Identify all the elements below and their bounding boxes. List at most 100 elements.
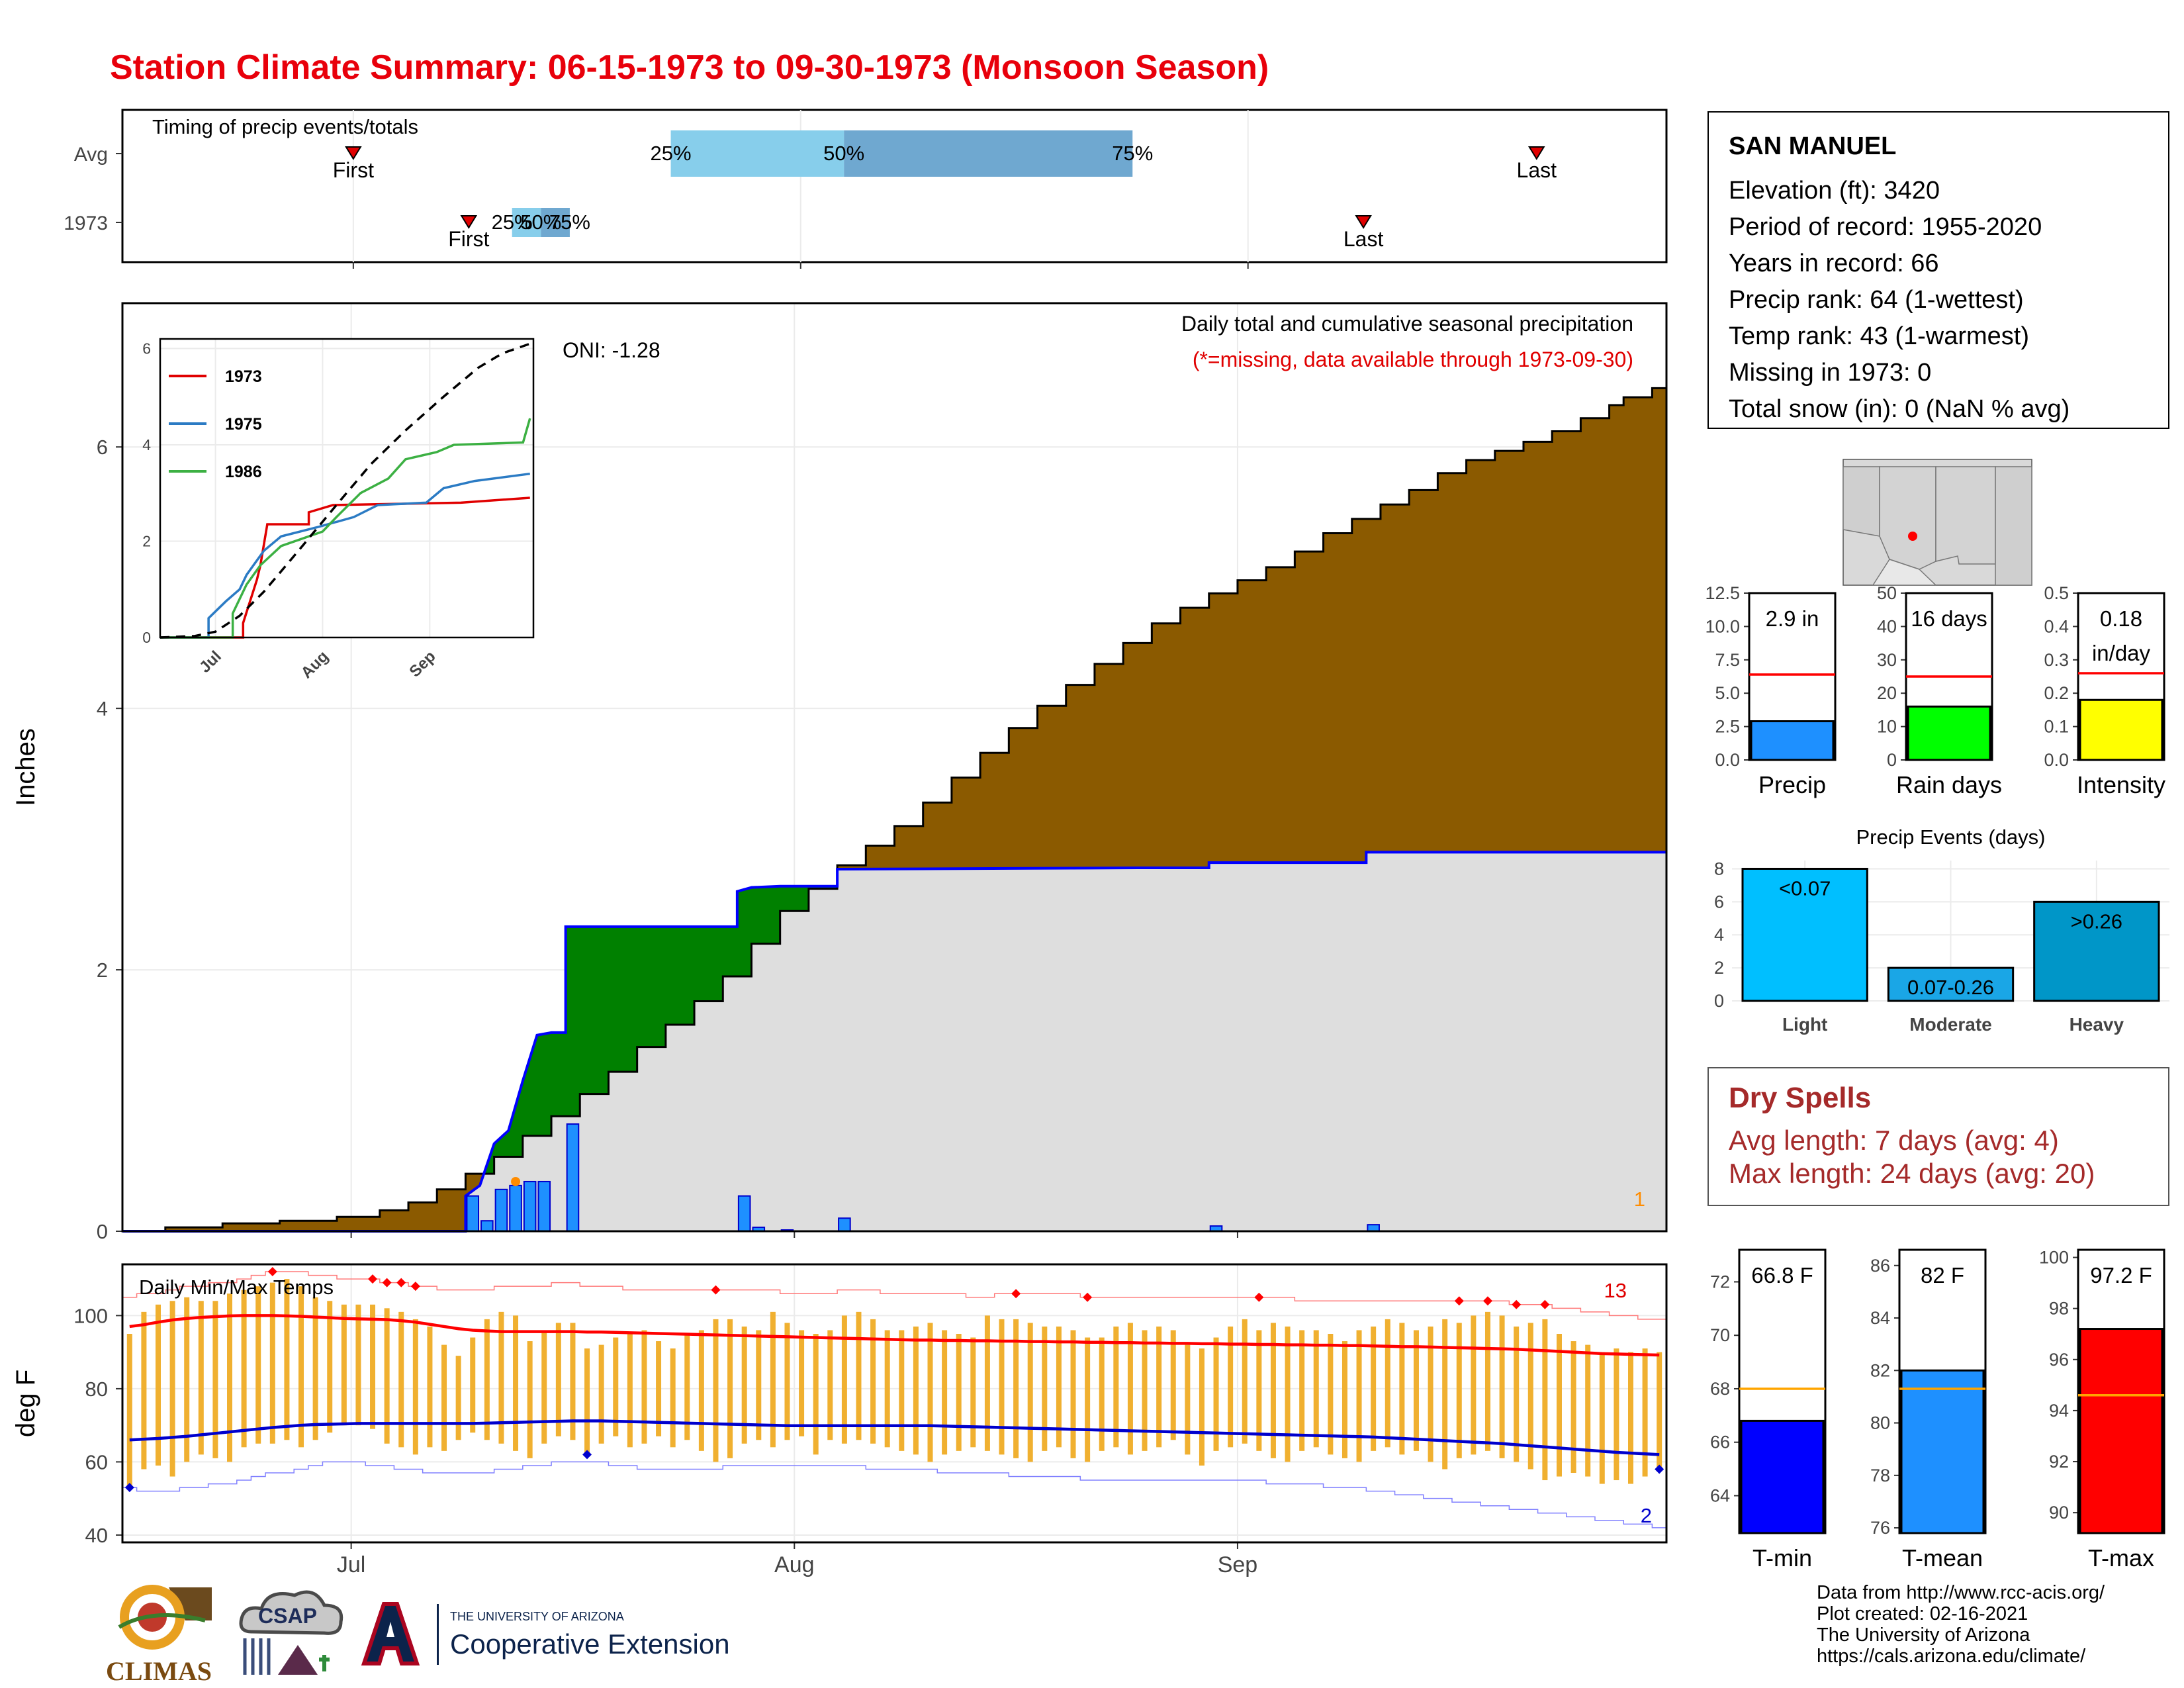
- station-precip-rank: Precip rank: 64 (1-wettest): [1729, 286, 2024, 314]
- timeline-q25-q50-bar: [670, 130, 844, 177]
- daily-temp-range-bar: [470, 1337, 476, 1433]
- precip-summary-ytick-label: 12.5: [1705, 583, 1740, 603]
- daily-precip-bar: [494, 1188, 508, 1233]
- daily-temp-range-bar: [1499, 1315, 1505, 1458]
- inset-series-line: [160, 496, 530, 639]
- climas-logo-text: CLIMAS: [106, 1656, 212, 1686]
- record-high-marker: [1254, 1292, 1264, 1302]
- timeline-title: Timing of precip events/totals: [152, 115, 418, 138]
- daily-temp-range-bar: [741, 1326, 747, 1444]
- daily-temp-range-bar: [1442, 1319, 1448, 1470]
- station-snow: Total snow (in): 0 (NaN % avg): [1729, 395, 2070, 423]
- map-mexico: [1872, 559, 1937, 586]
- timeline-q50-q75-bar: [844, 130, 1133, 177]
- daily-temp-range-bar: [970, 1337, 976, 1448]
- daily-temp-range-bar: [913, 1326, 919, 1455]
- precip-summary-category-label: Intensity: [2077, 771, 2165, 798]
- events-category-label: Heavy: [2070, 1014, 2124, 1035]
- daily-temp-range-bar: [1570, 1341, 1576, 1473]
- page-title: Station Climate Summary: 06-15-1973 to 0…: [110, 48, 1269, 87]
- temp-summary-ytick-label: 76: [1870, 1518, 1890, 1538]
- temp-summary-ytick-label: 90: [2049, 1503, 2069, 1523]
- timeline-q50-label: 50%: [823, 142, 864, 165]
- daily-temp-range-bar: [713, 1319, 719, 1462]
- record-high-marker: [1454, 1296, 1464, 1306]
- inset-background: [160, 339, 533, 637]
- daily-temp-range-bar: [1657, 1352, 1662, 1470]
- precip-summary-ytick-label: 0.0: [2044, 750, 2069, 770]
- oni-label: ONI: -1.28: [563, 338, 660, 362]
- precip-summary-value-bar: [1907, 705, 1991, 761]
- inset-ytick-label: 6: [142, 340, 151, 357]
- precip-ytick-label: 2: [97, 959, 108, 982]
- daily-temp-range-bar: [184, 1297, 190, 1462]
- dry-spells-box: Dry Spells Avg length: 7 days (avg: 4) M…: [1707, 1067, 2169, 1206]
- inset-ytick-label: 4: [142, 436, 151, 453]
- precip-summary-ytick-label: 0.3: [2044, 650, 2069, 670]
- precip-summary-ytick-label: 50: [1877, 583, 1897, 603]
- avg-tmin-line: [129, 1419, 1660, 1456]
- daily-temp-range-bar: [1213, 1337, 1219, 1451]
- daily-temp-range-bar: [141, 1311, 147, 1470]
- year-cumulative-line: [122, 851, 1666, 1233]
- daily-temp-range-bar: [641, 1330, 647, 1444]
- temp-summary-ytick-label: 100: [2039, 1248, 2069, 1268]
- timeline-last-marker: [1527, 146, 1545, 160]
- temp-ytick-label: 100: [73, 1304, 108, 1327]
- temp-summary-ytick-label: 82: [1870, 1360, 1890, 1380]
- daily-temp-range-bar: [370, 1304, 376, 1429]
- inset-ytick-label: 2: [142, 533, 151, 550]
- daily-temp-range-bar: [1127, 1323, 1133, 1455]
- daily-temp-range-bar: [899, 1330, 905, 1451]
- temp-summary-ytick-label: 72: [1710, 1272, 1730, 1291]
- ua-divider: [437, 1604, 439, 1665]
- daily-temp-range-bar: [684, 1334, 690, 1440]
- daily-temp-range-bar: [441, 1344, 447, 1451]
- daily-temp-range-bar: [1228, 1326, 1234, 1448]
- record-high-marker: [1083, 1292, 1093, 1302]
- daily-temp-range-bar: [1371, 1326, 1377, 1451]
- precip-summary-ytick-label: 10: [1877, 717, 1897, 737]
- events-bar-label: >0.26: [2071, 910, 2122, 933]
- daily-temp-range-bar: [1156, 1326, 1162, 1448]
- daily-temp-range-bar: [1556, 1334, 1562, 1477]
- station-years: Years in record: 66: [1729, 250, 1939, 277]
- events-bar: [1887, 966, 2015, 1002]
- climas-logo: CLIMAS: [106, 1581, 218, 1686]
- daily-temp-range-bar: [656, 1341, 662, 1436]
- precip-summary-ytick-label: 0.4: [2044, 616, 2069, 636]
- daily-temp-range-bar: [799, 1330, 805, 1436]
- record-high-marker: [1482, 1296, 1492, 1306]
- temp-summary-ytick-label: 92: [2049, 1452, 2069, 1472]
- record-high-marker: [396, 1278, 406, 1288]
- inset-frame: [159, 338, 535, 639]
- daily-temp-range-bar: [1342, 1341, 1347, 1458]
- precip-summary-value-bar: [2079, 698, 2163, 761]
- daily-temp-range-bar: [584, 1348, 590, 1455]
- precip-subtitle: (*=missing, data available through 1973-…: [1193, 348, 1633, 371]
- daily-temp-range-bar: [241, 1289, 247, 1448]
- ua-extension-logo: THE UNIVERSITY OF ARIZONA Cooperative Ex…: [361, 1601, 745, 1673]
- daily-temp-range-bar: [999, 1319, 1005, 1455]
- daily-temp-range-bar: [1285, 1326, 1291, 1462]
- daily-temp-range-bar: [1113, 1326, 1119, 1448]
- temp-summary-category-label: T-mean: [1902, 1544, 1983, 1571]
- events-bar: [2033, 900, 2160, 1002]
- map-state-arizona: [1879, 466, 1936, 570]
- temp-summary-ytick-label: 94: [2049, 1401, 2069, 1421]
- daily-temp-range-bar: [312, 1297, 318, 1440]
- climas-emblem: [118, 1585, 212, 1650]
- precip-summary-value-bar: [1750, 720, 1835, 761]
- inset-legend-label: 1975: [225, 415, 262, 434]
- precip-summary-ytick-label: 7.5: [1715, 650, 1740, 670]
- precip-summary-category-label: Rain days: [1896, 771, 2002, 798]
- daily-temp-range-bar: [355, 1304, 361, 1426]
- timeline-last-marker: [1355, 215, 1372, 229]
- daily-temp-range-bar: [1399, 1323, 1405, 1455]
- temp-xtick-label: Jul: [337, 1552, 365, 1577]
- events-ytick-label: 8: [1714, 859, 1724, 878]
- temp-summary-ytick-label: 64: [1710, 1485, 1730, 1505]
- dry-spells-max: Max length: 24 days (avg: 20): [1729, 1158, 2095, 1189]
- temp-ylabel: deg F: [11, 1370, 40, 1437]
- map-state-east: [1995, 466, 2032, 586]
